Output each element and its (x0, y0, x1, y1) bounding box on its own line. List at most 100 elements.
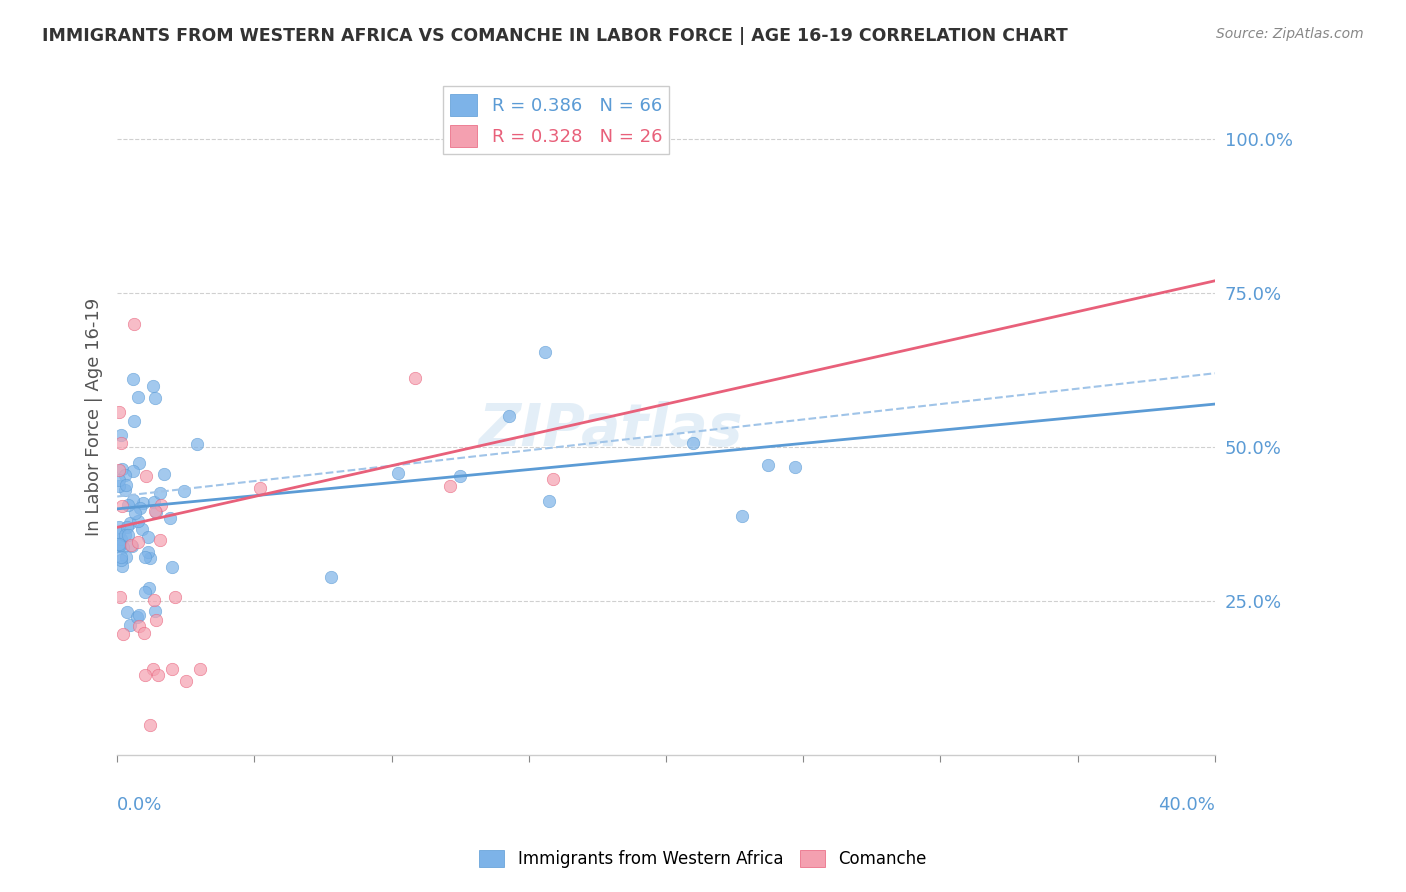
Point (111, 462, 134, 476)
Point (142, 378, 165, 392)
Point (110, 550, 132, 565)
Point (541, 472, 564, 486)
Legend: Immigrants from Western Africa, Comanche: Immigrants from Western Africa, Comanche (472, 843, 934, 875)
Point (108, 590, 131, 604)
Point (114, 528, 136, 542)
Point (319, 570, 342, 584)
Point (127, 534, 149, 549)
Point (128, 608, 150, 623)
Point (135, 468, 157, 483)
Point (756, 458, 779, 473)
Point (134, 585, 156, 599)
Point (117, 528, 139, 542)
Point (159, 511, 181, 525)
Text: 0.0%: 0.0% (117, 796, 163, 814)
Point (134, 550, 156, 565)
Point (134, 668, 156, 682)
Point (142, 494, 165, 508)
Point (110, 427, 132, 442)
Point (149, 486, 172, 500)
Point (163, 590, 186, 604)
Point (145, 505, 167, 519)
Point (111, 499, 134, 513)
Point (114, 483, 136, 497)
Point (121, 539, 143, 553)
Point (127, 514, 149, 528)
Point (114, 550, 136, 565)
Point (533, 344, 555, 359)
Point (449, 468, 471, 483)
Point (128, 619, 150, 633)
Point (136, 530, 159, 544)
Y-axis label: In Labor Force | Age 16-19: In Labor Force | Age 16-19 (86, 297, 103, 535)
Point (115, 520, 138, 534)
Text: IMMIGRANTS FROM WESTERN AFRICA VS COMANCHE IN LABOR FORCE | AGE 16-19 CORRELATIO: IMMIGRANTS FROM WESTERN AFRICA VS COMANC… (42, 27, 1069, 45)
Point (186, 437, 208, 451)
Point (111, 559, 134, 574)
Text: Source: ZipAtlas.com: Source: ZipAtlas.com (1216, 27, 1364, 41)
Point (387, 466, 409, 480)
Point (122, 317, 145, 331)
Point (131, 522, 153, 536)
Point (131, 495, 153, 509)
Point (129, 500, 152, 515)
Point (114, 478, 136, 492)
Point (148, 668, 170, 682)
Point (149, 498, 172, 512)
Point (108, 538, 131, 552)
Point (136, 545, 159, 559)
Point (249, 481, 271, 495)
Point (153, 467, 176, 481)
Legend: R = 0.386   N = 66, R = 0.328   N = 26: R = 0.386 N = 66, R = 0.328 N = 26 (443, 87, 669, 154)
Point (132, 626, 155, 640)
Point (118, 516, 141, 530)
Point (138, 717, 160, 731)
Point (107, 473, 129, 487)
Point (108, 520, 131, 534)
Point (731, 509, 754, 524)
Point (124, 507, 146, 521)
Point (188, 662, 211, 676)
Point (627, 132, 650, 146)
Point (128, 456, 150, 470)
Point (145, 613, 167, 627)
Point (142, 592, 165, 607)
Point (122, 372, 145, 386)
Point (107, 463, 129, 477)
Point (127, 610, 149, 624)
Point (142, 662, 165, 676)
Point (785, 459, 807, 474)
Point (138, 581, 160, 595)
Point (114, 468, 136, 483)
Point (108, 537, 131, 551)
Point (107, 524, 129, 539)
Point (107, 405, 129, 419)
Point (173, 483, 195, 498)
Point (404, 370, 426, 384)
Point (174, 674, 197, 689)
Point (682, 436, 704, 450)
Point (107, 539, 129, 553)
Point (111, 627, 134, 641)
Point (149, 533, 172, 548)
Point (439, 479, 461, 493)
Point (110, 435, 132, 450)
Point (143, 504, 166, 518)
Point (110, 532, 132, 546)
Point (108, 479, 131, 493)
Point (117, 499, 139, 513)
Point (122, 493, 145, 508)
Point (143, 604, 166, 618)
Point (118, 618, 141, 632)
Point (122, 464, 145, 478)
Point (117, 605, 139, 619)
Point (538, 494, 561, 508)
Point (498, 409, 520, 424)
Point (143, 392, 166, 406)
Point (160, 559, 183, 574)
Point (120, 537, 142, 551)
Point (138, 551, 160, 566)
Text: 40.0%: 40.0% (1159, 796, 1215, 814)
Point (111, 540, 134, 554)
Point (110, 552, 132, 566)
